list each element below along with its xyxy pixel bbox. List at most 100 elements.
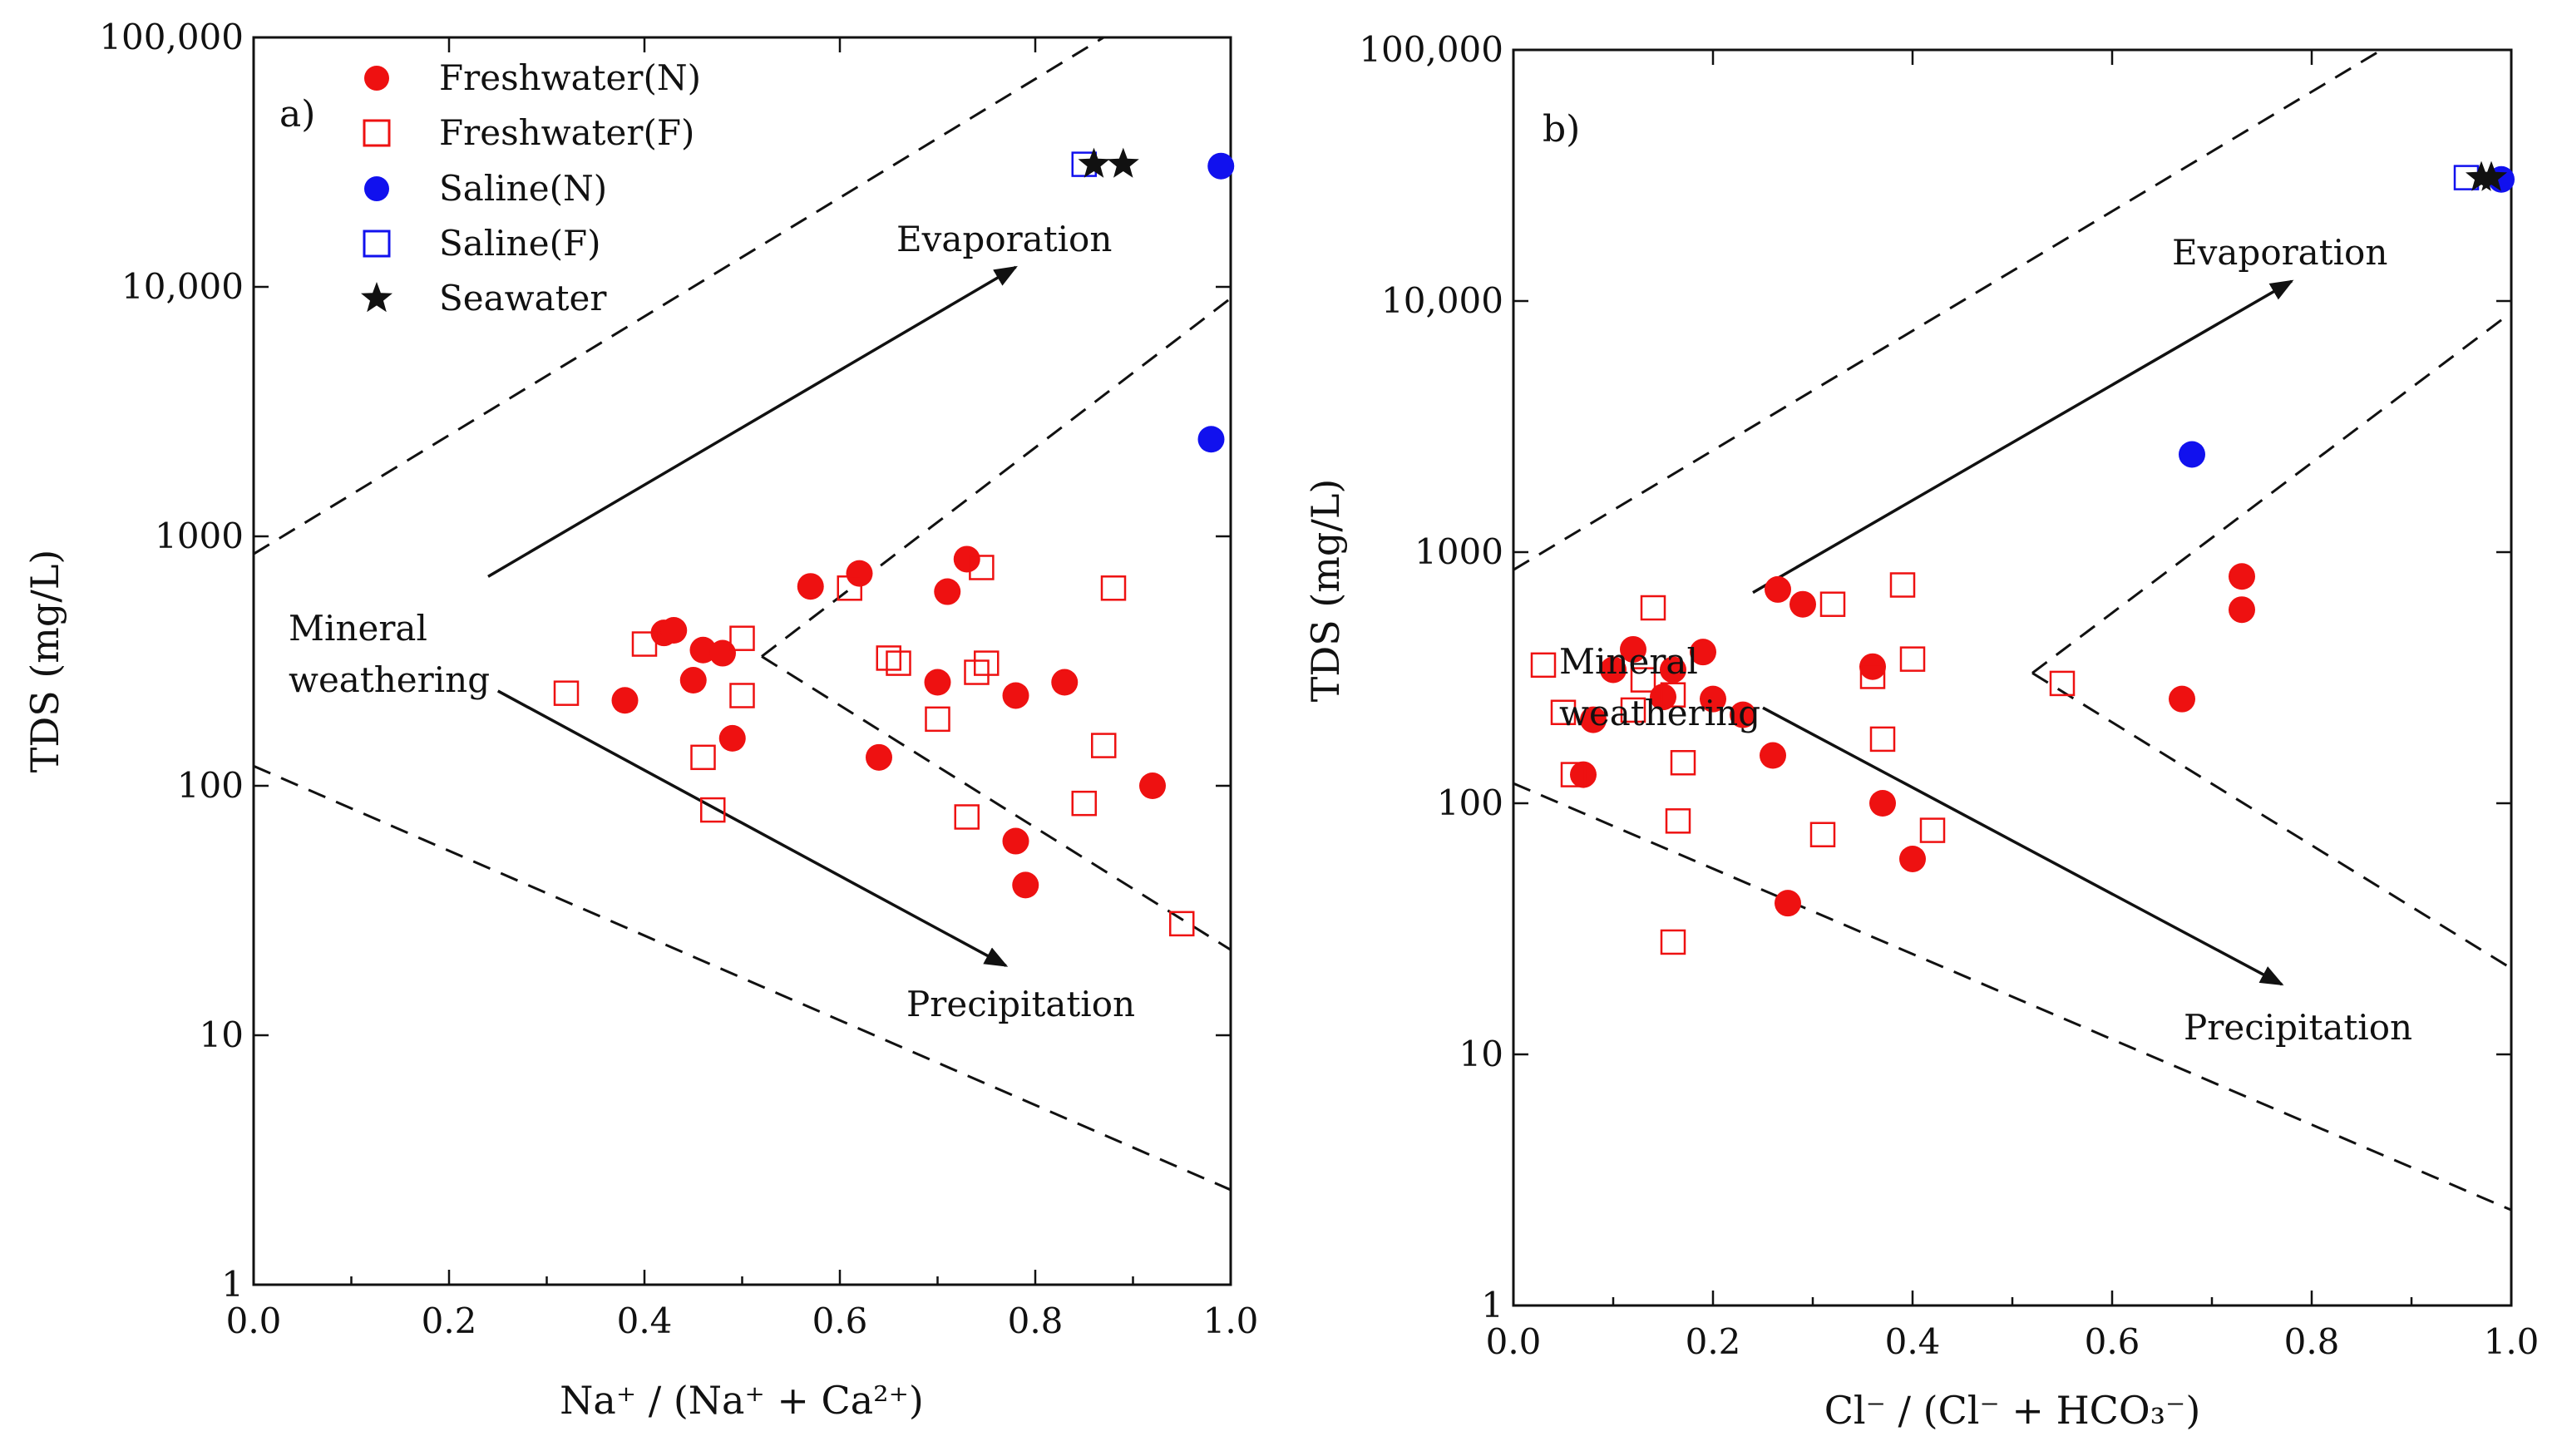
legend-entry-freshwater-f: Freshwater(F) [363,112,694,153]
panel-a-point-freshwater-n [1002,827,1029,855]
panel-b: 0.0 0.2 0.4 0.6 0.8 1.0 1 10 100 1000 10,000 100,00… [1303,29,2539,1433]
panel-b-point-freshwater-f [1819,591,1846,617]
panel-a-point-seawater [1107,147,1139,178]
panel-a: 0.0 0.2 0.4 0.6 0.8 1.0 1 10 100 1000 10,000 100,00… [22,17,1258,1423]
panel-a-dashed-guide-line [253,36,1105,555]
panel-b-trend-arrow [1762,706,2284,986]
panel-a-point-freshwater-f [700,797,726,823]
panel-a-label: a) [279,93,315,136]
panel-b-point-freshwater-n [1660,656,1686,684]
panel-b-points [1530,160,2515,955]
panel-a-trend-arrow [487,265,1018,578]
panel-b-y-tick-label: 100 [1437,782,1503,823]
panel-a-y-axis-title: TDS (mg/L) [22,550,67,773]
panel-b-dashed-guide-line [2031,672,2512,970]
legend-label-saline-f: Saline(F) [439,223,601,264]
panel-a-point-freshwater-f [631,631,658,657]
legend-marker-seawater [361,282,392,313]
panel-a-point-freshwater-n [709,639,736,667]
panel-b-point-freshwater-n [1869,790,1896,817]
panel-a-point-saline-n [1207,152,1235,180]
panel-b-point-freshwater-f [1869,726,1896,753]
legend-label-freshwater-f: Freshwater(F) [439,112,694,153]
panel-b-x-tick-label: 0.8 [2284,1321,2340,1362]
legend-entry-freshwater-n: Freshwater(N) [364,57,701,98]
panel-b-dashed-guide-line [2031,311,2512,674]
panel-b-point-freshwater-n [1700,685,1726,713]
panel-a-point-seawater [1078,147,1110,178]
panel-a-point-freshwater-n [1002,682,1029,709]
panel-a-mineral-label: Mineral [289,608,427,649]
panel-b-point-freshwater-n [1600,656,1627,684]
panel-b-label: b) [1543,108,1580,151]
panel-b-point-freshwater-f [1665,808,1691,834]
panel-b-precipitation-label: Precipitation [2184,1007,2412,1048]
panel-b-y-tick-label: 100,000 [1359,29,1503,70]
panel-a-x-tick-label: 0.6 [812,1301,868,1341]
panel-b-point-freshwater-n [1690,639,1716,666]
panel-b-x-axis-title: Cl⁻ / (Cl⁻ + HCO₃⁻) [1824,1388,2201,1433]
panel-b-point-freshwater-f [1560,762,1587,787]
panel-a-point-freshwater-n [953,545,980,573]
panel-b-point-freshwater-f [1859,664,1886,689]
panel-b-point-freshwater-n [1580,706,1607,733]
panel-b-point-saline-n [2179,441,2205,468]
panel-a-y-tick-label: 10 [200,1014,244,1055]
panel-a-point-freshwater-f [1091,733,1117,758]
legend-entry-saline-n: Saline(N) [364,168,607,209]
panel-a-x-tick-label: 0.8 [1008,1301,1064,1341]
panel-a-y-tick-label: 1000 [155,516,244,556]
panel-b-point-freshwater-n [1620,635,1646,663]
panel-b-point-freshwater-f [2049,670,2076,697]
panel-a-point-freshwater-n [679,667,707,694]
panel-b-point-freshwater-n [1650,684,1676,711]
panel-b-point-freshwater-n [2169,685,2195,713]
legend: Freshwater(N) Freshwater(F) Saline(N) Sa… [361,57,701,318]
panel-b-point-freshwater-n [2229,596,2255,624]
panel-b-point-freshwater-n [1899,845,1926,872]
panel-b-ticks [1512,48,2513,1307]
panel-b-point-freshwater-f [1640,595,1666,621]
panel-a-y-tick-label: 100 [177,765,244,806]
panel-a-ticks [252,36,1232,1286]
panel-b-mineral-label: Mineral [1559,641,1698,682]
legend-marker-freshwater-f [363,119,391,147]
panel-a-y-tick-label: 100,000 [99,17,244,57]
panel-a-y-tick-label: 1 [221,1264,244,1305]
panel-a-x-tick-label: 0.4 [617,1301,673,1341]
panel-a-point-freshwater-f [969,555,995,580]
panel-b-point-freshwater-f [1530,652,1557,679]
panel-a-x-tick-label: 0.2 [422,1301,477,1341]
panel-b-x-tick-label: 0.2 [1686,1321,1741,1362]
panel-a-point-freshwater-n [611,687,639,714]
panel-a-point-saline-n [1197,426,1225,453]
panel-a-x-axis-title: Na⁺ / (Na⁺ + Ca²⁺) [560,1378,924,1423]
panel-a-point-freshwater-n [866,743,892,771]
panel-b-point-freshwater-n [1765,575,1791,603]
panel-a-point-freshwater-f [954,804,980,830]
panel-b-y-tick-label: 1000 [1414,531,1503,572]
panel-a-point-freshwater-n [1051,669,1079,696]
panel-b-point-freshwater-f [1899,646,1926,672]
panel-a-point-freshwater-f [729,683,755,708]
panel-b-point-freshwater-n [1570,761,1597,788]
panel-a-point-freshwater-f [553,680,580,706]
panel-b-point-freshwater-f [1919,817,1946,843]
panel-a-trend-arrow [496,689,1009,967]
panel-b-y-axis-title: TDS (mg/L) [1303,479,1348,703]
panel-b-point-freshwater-n [1730,701,1756,728]
legend-entry-saline-f: Saline(F) [363,223,601,264]
panel-b-point-freshwater-f [1889,572,1916,598]
panel-a-weathering-label: weathering [289,659,490,700]
panel-a-x-tick-label: 1.0 [1203,1301,1259,1341]
panel-b-point-freshwater-f [1660,682,1686,708]
panel-a-point-freshwater-f [1071,790,1097,817]
panel-a-point-freshwater-f [1100,575,1127,601]
panel-a-precipitation-label: Precipitation [906,984,1135,1024]
panel-a-point-freshwater-f [925,706,950,733]
panel-b-point-freshwater-n [1789,590,1816,618]
panel-a-point-freshwater-n [660,617,688,644]
panel-b-y-tick-label: 10,000 [1381,280,1503,321]
panel-b-x-tick-label: 1.0 [2484,1321,2540,1362]
